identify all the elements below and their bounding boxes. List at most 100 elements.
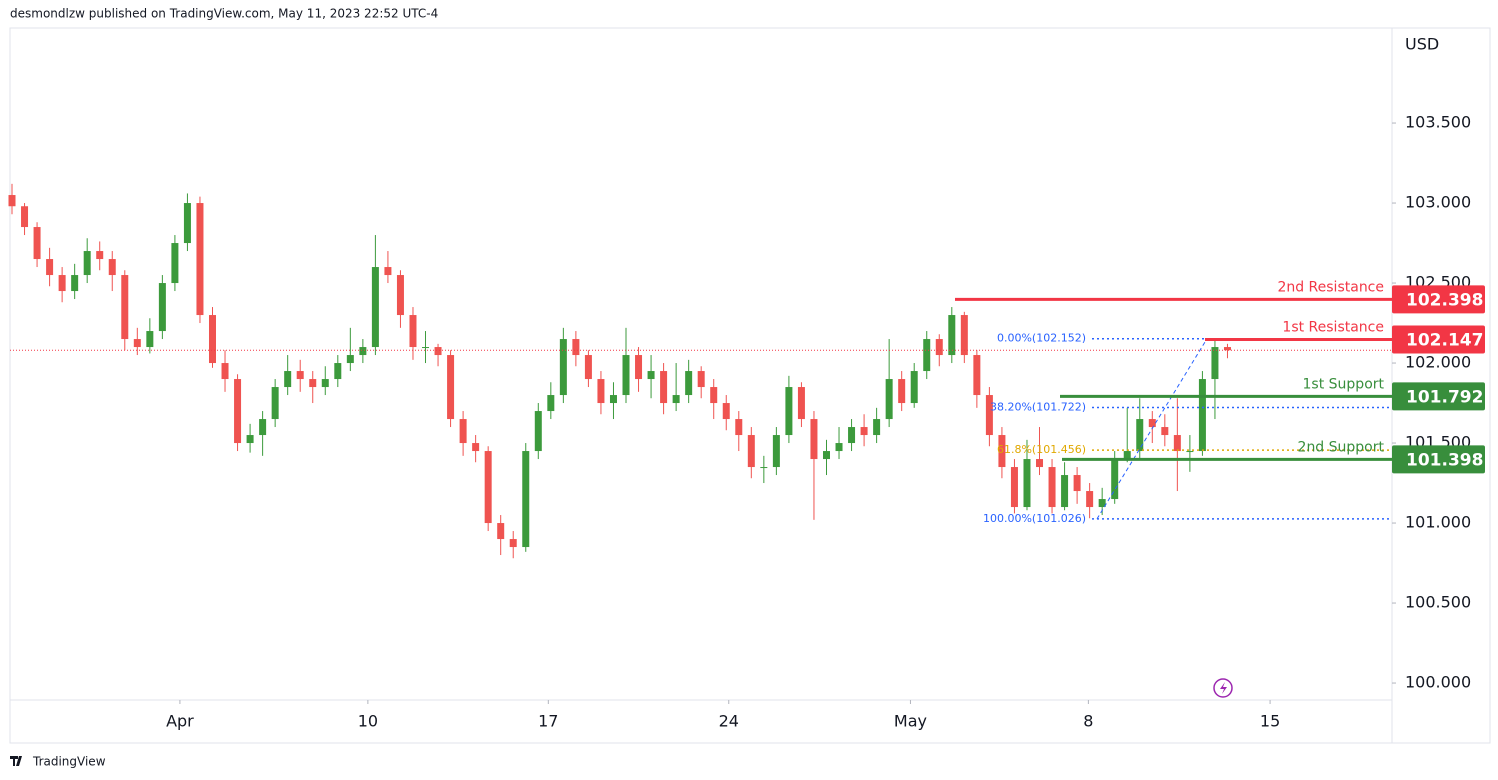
candle-body xyxy=(772,435,780,468)
candle-body xyxy=(760,467,768,469)
candle-body xyxy=(422,347,430,349)
candle-body xyxy=(935,339,943,356)
candle-body xyxy=(133,339,141,348)
candle-body xyxy=(609,395,617,404)
candle-body xyxy=(309,379,317,388)
candle-body xyxy=(1023,459,1031,508)
y-tick-label: 102.000 xyxy=(1405,353,1471,372)
candle-body xyxy=(33,227,41,260)
candle-body xyxy=(835,443,843,452)
level-tag xyxy=(1392,285,1485,314)
candle-body xyxy=(1136,419,1144,452)
candle-body xyxy=(121,275,129,340)
level-name: 1st Support xyxy=(1303,376,1385,392)
candle-body xyxy=(672,395,680,404)
candle-body xyxy=(697,371,705,388)
candle-body xyxy=(196,203,204,316)
candle-body xyxy=(1098,499,1106,508)
candle-body xyxy=(873,419,881,436)
candle-body xyxy=(985,395,993,436)
level-tag-value: 101.792 xyxy=(1406,387,1483,407)
candle-body xyxy=(146,331,154,348)
x-tick-label: 24 xyxy=(719,712,739,731)
candle-body xyxy=(1198,379,1206,452)
candle-body xyxy=(547,395,555,412)
candle-body xyxy=(384,267,392,276)
level-tag xyxy=(1392,325,1485,354)
frame xyxy=(9,27,1491,744)
candle-body xyxy=(1010,467,1018,508)
candle-body xyxy=(359,347,367,356)
candle-body xyxy=(108,259,116,276)
x-tick-label: 10 xyxy=(358,712,378,731)
candle-body xyxy=(1048,467,1056,508)
brand: TradingView xyxy=(32,755,106,769)
candle-body xyxy=(534,411,542,452)
candle-body xyxy=(1161,427,1169,436)
candle-body xyxy=(1148,419,1156,428)
candle-body xyxy=(1186,451,1194,453)
candle-body xyxy=(296,371,304,380)
candle-body xyxy=(234,379,242,444)
candle-body xyxy=(822,451,830,460)
x-tick-label: Apr xyxy=(166,712,194,731)
x-tick-label: 17 xyxy=(538,712,558,731)
candle-body xyxy=(509,539,517,548)
candle-body xyxy=(371,267,379,348)
candle-body xyxy=(722,403,730,420)
candle-body xyxy=(660,371,668,404)
y-tick-label: 103.500 xyxy=(1405,113,1471,132)
logo-icon xyxy=(10,756,22,766)
candle-body xyxy=(259,419,267,436)
candle-body xyxy=(447,355,455,420)
candle-body xyxy=(998,435,1006,468)
fib-label: 100.00%(101.026) xyxy=(983,512,1086,525)
level: 2nd Support 101.398 xyxy=(1062,439,1485,474)
candle-body xyxy=(785,387,793,436)
candle-body xyxy=(246,435,254,444)
fib-label: 0.00%(102.152) xyxy=(997,332,1086,345)
candle-body xyxy=(1111,459,1119,500)
x-tick-label: 8 xyxy=(1083,712,1093,731)
level: 1st Resistance 102.147 xyxy=(1205,320,1485,354)
candle-body xyxy=(559,339,567,396)
alert-bolt xyxy=(1220,682,1227,694)
candle-body xyxy=(1223,347,1231,351)
level-tag xyxy=(1392,445,1485,474)
candle-body xyxy=(83,251,91,276)
y-tick-label: 100.500 xyxy=(1405,593,1471,612)
x-tick-label: 15 xyxy=(1260,712,1280,731)
candle-body xyxy=(797,387,805,420)
fib-trend-line xyxy=(1096,338,1208,520)
candle-body xyxy=(848,427,856,444)
candle-body xyxy=(284,371,292,388)
candle-body xyxy=(960,315,968,356)
candle-body xyxy=(96,251,104,260)
x-tick-label: May xyxy=(894,712,927,731)
fib-label: 38.20%(101.722) xyxy=(990,401,1086,414)
candle-body xyxy=(459,419,467,444)
y-tick-label: 103.000 xyxy=(1405,193,1471,212)
level-tag-value: 102.147 xyxy=(1406,331,1483,351)
alert-icon xyxy=(1213,678,1233,698)
candle-body xyxy=(497,523,505,540)
level-tag-value: 102.398 xyxy=(1406,290,1483,310)
candle-body xyxy=(171,243,179,284)
candle-body xyxy=(622,355,630,396)
level-name: 2nd Support xyxy=(1298,439,1385,455)
candle-body xyxy=(472,443,480,452)
candle-body xyxy=(221,363,229,380)
candle-body xyxy=(396,275,404,316)
candle-body xyxy=(346,355,354,364)
candle-body xyxy=(685,371,693,396)
candle-body xyxy=(21,206,29,228)
footer-logo: TradingView xyxy=(10,755,106,769)
candle-body xyxy=(1036,459,1044,468)
candle-body xyxy=(522,451,530,548)
publisher-header: desmondlzw published on TradingView.com,… xyxy=(10,7,438,21)
level: 2nd Resistance 102.398 xyxy=(955,279,1485,314)
candle-body xyxy=(898,379,906,404)
candle-body xyxy=(735,419,743,436)
candle-body xyxy=(1123,451,1131,460)
